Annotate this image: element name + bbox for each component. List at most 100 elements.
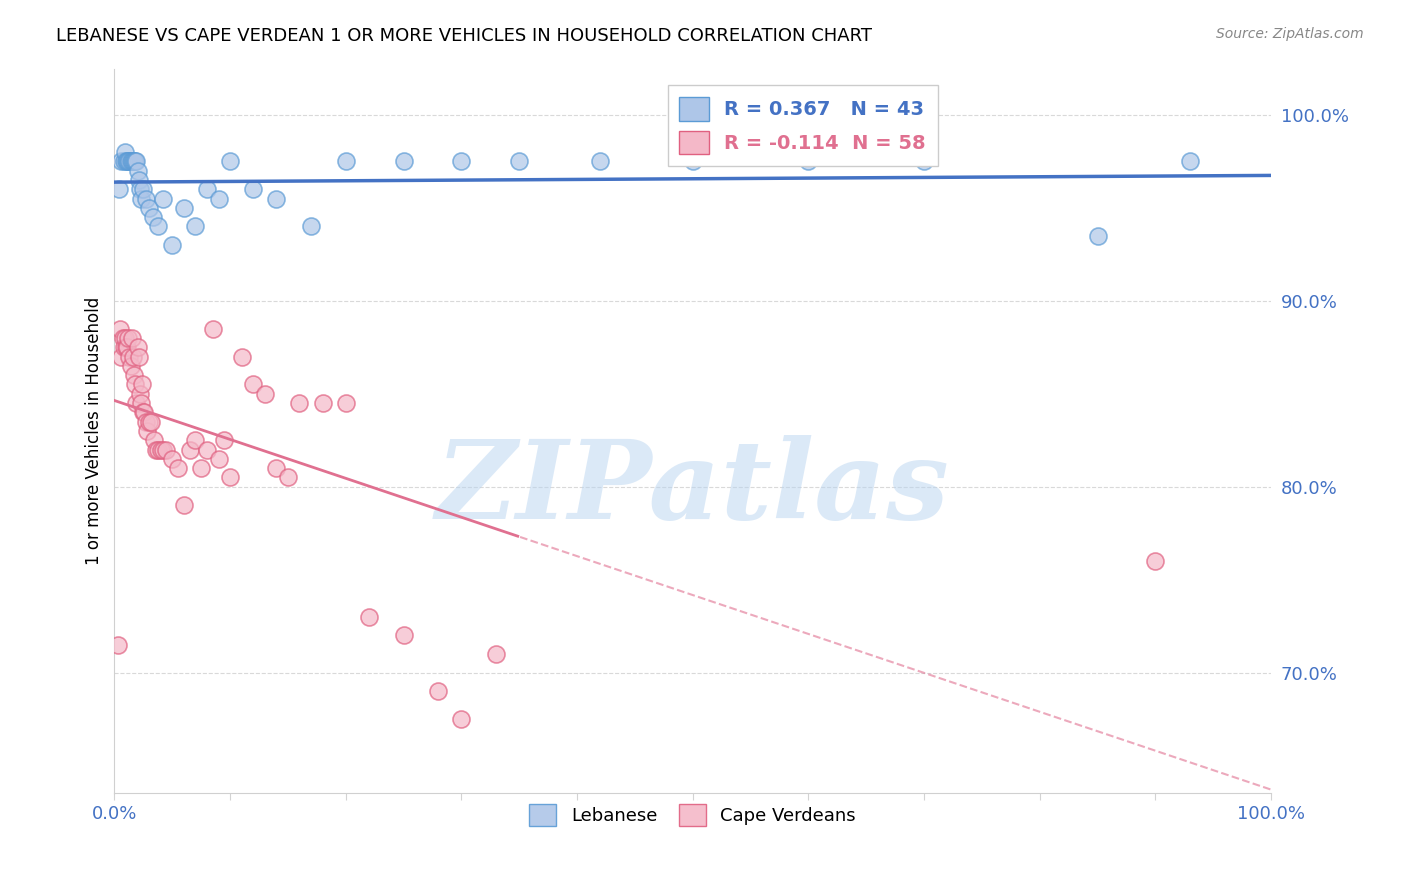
Text: Source: ZipAtlas.com: Source: ZipAtlas.com bbox=[1216, 27, 1364, 41]
Point bbox=[114, 331, 136, 345]
Point bbox=[266, 192, 288, 206]
Point bbox=[207, 451, 229, 466]
Point bbox=[118, 154, 141, 169]
Point bbox=[138, 415, 160, 429]
Point bbox=[128, 386, 150, 401]
Point bbox=[299, 219, 322, 234]
Point bbox=[115, 154, 138, 169]
Point bbox=[162, 451, 184, 466]
Point bbox=[112, 154, 135, 169]
Point bbox=[121, 331, 143, 345]
Point bbox=[1087, 228, 1109, 243]
Point bbox=[266, 461, 288, 475]
Point bbox=[118, 350, 141, 364]
Point bbox=[173, 201, 195, 215]
Point bbox=[122, 154, 145, 169]
Point bbox=[128, 182, 150, 196]
Point bbox=[132, 182, 155, 196]
Point bbox=[134, 405, 156, 419]
Point bbox=[149, 442, 172, 457]
Point bbox=[132, 405, 155, 419]
Point bbox=[253, 386, 276, 401]
Point bbox=[162, 238, 184, 252]
Point bbox=[190, 461, 212, 475]
Point bbox=[179, 442, 201, 457]
Point bbox=[288, 396, 311, 410]
Point bbox=[242, 377, 264, 392]
Point bbox=[1178, 154, 1201, 169]
Point bbox=[682, 154, 704, 169]
Point bbox=[108, 182, 131, 196]
Point bbox=[120, 359, 142, 373]
Point bbox=[115, 154, 138, 169]
Point bbox=[912, 154, 935, 169]
Point bbox=[214, 434, 236, 448]
Point bbox=[207, 192, 229, 206]
Point bbox=[145, 442, 167, 457]
Point bbox=[135, 424, 157, 438]
Point bbox=[108, 322, 131, 336]
Point bbox=[311, 396, 333, 410]
Point bbox=[184, 434, 207, 448]
Point bbox=[357, 609, 380, 624]
Point bbox=[148, 219, 170, 234]
Point bbox=[115, 340, 138, 354]
Point bbox=[277, 470, 299, 484]
Point bbox=[142, 211, 165, 225]
Point bbox=[173, 498, 195, 512]
Point bbox=[110, 154, 132, 169]
Text: ZIPatlas: ZIPatlas bbox=[436, 435, 949, 542]
Point bbox=[131, 377, 153, 392]
Point bbox=[201, 322, 224, 336]
Point bbox=[142, 434, 165, 448]
Point bbox=[155, 442, 177, 457]
Point bbox=[124, 154, 146, 169]
Point bbox=[122, 368, 145, 383]
Point bbox=[148, 442, 170, 457]
Point bbox=[152, 192, 174, 206]
Point bbox=[117, 154, 139, 169]
Point bbox=[135, 192, 157, 206]
Point bbox=[797, 154, 820, 169]
Point bbox=[427, 684, 450, 698]
Point bbox=[152, 442, 174, 457]
Point bbox=[112, 340, 135, 354]
Point bbox=[111, 331, 134, 345]
Point bbox=[335, 396, 357, 410]
Point bbox=[117, 331, 139, 345]
Point bbox=[450, 712, 472, 726]
Point bbox=[219, 470, 242, 484]
Point bbox=[392, 628, 415, 642]
Point bbox=[184, 219, 207, 234]
Point bbox=[508, 154, 530, 169]
Y-axis label: 1 or more Vehicles in Household: 1 or more Vehicles in Household bbox=[86, 297, 103, 565]
Point bbox=[242, 182, 264, 196]
Point bbox=[115, 340, 138, 354]
Point bbox=[195, 182, 218, 196]
Point bbox=[125, 396, 148, 410]
Point bbox=[114, 145, 136, 160]
Point bbox=[129, 192, 152, 206]
Point bbox=[128, 350, 150, 364]
Point bbox=[121, 154, 143, 169]
Point bbox=[120, 154, 142, 169]
Point bbox=[125, 154, 148, 169]
Point bbox=[485, 647, 508, 661]
Point bbox=[450, 154, 472, 169]
Legend: Lebanese, Cape Verdeans: Lebanese, Cape Verdeans bbox=[520, 795, 865, 835]
Point bbox=[128, 173, 150, 187]
Point bbox=[1144, 554, 1167, 568]
Point bbox=[122, 154, 145, 169]
Point bbox=[122, 350, 145, 364]
Text: LEBANESE VS CAPE VERDEAN 1 OR MORE VEHICLES IN HOUSEHOLD CORRELATION CHART: LEBANESE VS CAPE VERDEAN 1 OR MORE VEHIC… bbox=[56, 27, 872, 45]
Point bbox=[138, 201, 160, 215]
Point bbox=[335, 154, 357, 169]
Point bbox=[127, 340, 149, 354]
Point bbox=[135, 415, 157, 429]
Point bbox=[124, 377, 146, 392]
Point bbox=[127, 163, 149, 178]
Point bbox=[589, 154, 612, 169]
Point bbox=[392, 154, 415, 169]
Point bbox=[110, 350, 132, 364]
Point bbox=[231, 350, 253, 364]
